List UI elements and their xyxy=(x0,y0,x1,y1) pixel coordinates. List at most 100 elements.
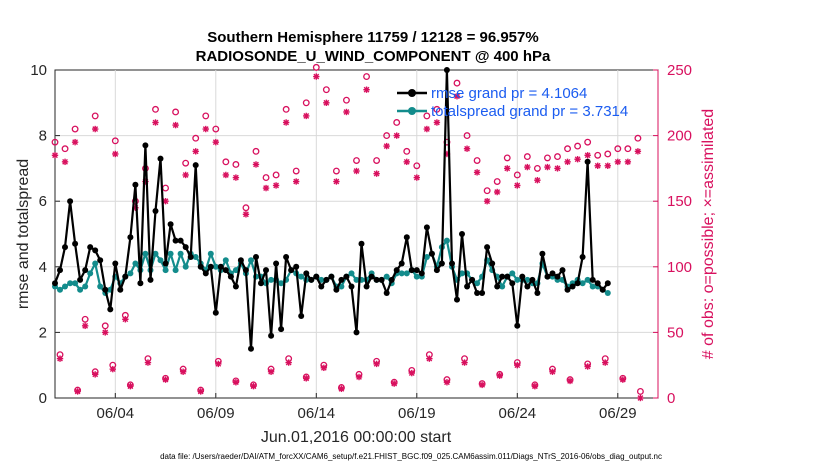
obs-assimilated-stroke xyxy=(584,363,591,370)
totalspread-point xyxy=(248,257,254,264)
y-tick-label: 6 xyxy=(39,193,47,210)
obs-assimilated-marker xyxy=(637,394,644,402)
rmse-point xyxy=(514,322,521,329)
obs-assimilated-marker xyxy=(353,167,360,175)
obs-assimilated-marker xyxy=(338,385,345,393)
rmse-point xyxy=(363,283,370,290)
rmse-point xyxy=(353,329,360,336)
obs-assimilated-marker xyxy=(584,363,591,370)
rmse-point xyxy=(293,263,300,270)
rmse-point xyxy=(97,257,104,264)
y2-tick-label: 150 xyxy=(667,193,692,210)
obs-assimilated-stroke xyxy=(82,322,89,329)
totalspread-point xyxy=(459,270,465,277)
rmse-point xyxy=(212,309,219,316)
obs-assimilated-marker xyxy=(426,355,433,362)
rmse-point xyxy=(599,286,606,293)
obs-assimilated-marker xyxy=(343,108,350,116)
rmse-point xyxy=(584,158,591,165)
rmse-point xyxy=(388,276,395,283)
obs-possible-marker xyxy=(493,178,501,185)
legend-label-rmse: rmse grand pr = 4.1064 xyxy=(431,85,587,102)
obs-assimilated-stroke xyxy=(182,172,189,178)
obs-assimilated-stroke xyxy=(109,366,116,373)
y2-tick-label: 100 xyxy=(667,259,692,276)
rmse-point xyxy=(197,263,204,270)
totalspread-point xyxy=(589,283,596,290)
obs-possible-marker xyxy=(624,145,632,153)
obs-assimilated-stroke xyxy=(554,165,561,172)
rmse-point xyxy=(202,270,209,277)
obs-assimilated-stroke xyxy=(496,372,503,379)
y-tick-label: 4 xyxy=(39,259,47,276)
obs-assimilated-marker xyxy=(544,163,551,171)
obs-assimilated-stroke xyxy=(564,158,571,165)
totalspread-point xyxy=(423,254,430,260)
obs-assimilated-stroke xyxy=(303,113,310,119)
rmse-point xyxy=(589,276,596,283)
obs-possible-marker xyxy=(614,145,622,153)
obs-assimilated-marker xyxy=(363,86,370,93)
footer-data-file: data file: /Users/raeder/DAI/ATM_forcXX/… xyxy=(160,452,662,461)
obs-assimilated-stroke xyxy=(102,329,109,336)
obs-assimilated-marker xyxy=(202,125,209,133)
obs-assimilated-marker xyxy=(71,138,79,146)
obs-assimilated-stroke xyxy=(426,355,433,362)
obs-assimilated-stroke xyxy=(323,99,330,106)
obs-assimilated-marker xyxy=(144,359,152,366)
rmse-point xyxy=(524,283,531,290)
rmse-point xyxy=(594,280,601,287)
obs-assimilated-stroke xyxy=(57,355,63,362)
series-lines xyxy=(52,67,611,352)
obs-assimilated-marker xyxy=(433,119,441,126)
obs-assimilated-marker xyxy=(373,360,380,368)
obs-assimilated-stroke xyxy=(320,364,327,371)
obs-possible-marker xyxy=(202,112,210,120)
rmse-point xyxy=(464,283,471,290)
obs-assimilated-stroke xyxy=(303,375,310,382)
obs-possible-marker xyxy=(373,157,381,164)
obs-assimilated-stroke xyxy=(514,362,521,369)
rmse-point xyxy=(343,273,350,280)
obs-assimilated-stroke xyxy=(233,379,239,386)
obs-possible-marker xyxy=(353,157,360,164)
rmse-point xyxy=(82,267,89,274)
rmse-point xyxy=(142,142,149,149)
obs-assimilated-stroke xyxy=(584,152,591,159)
totalspread-point xyxy=(383,273,390,280)
obs-assimilated-stroke xyxy=(619,376,626,383)
obs-assimilated-stroke xyxy=(333,178,340,185)
obs-assimilated-stroke xyxy=(464,145,470,152)
rmse-point xyxy=(288,267,295,274)
x-axis: 06/04 06/09 06/14 06/19 06/24 06/29 xyxy=(97,393,637,422)
obs-assimilated-marker xyxy=(303,112,310,120)
y2-axis-label: # of obs: o=possible; ×=assimilated xyxy=(700,109,717,359)
rmse-point xyxy=(418,270,425,277)
totalspread-point xyxy=(413,273,420,280)
obs-assimilated-marker xyxy=(293,178,300,185)
obs-possible-marker xyxy=(544,154,551,162)
obs-assimilated-marker xyxy=(252,161,260,168)
obs-possible-marker xyxy=(363,73,370,81)
obs-assimilated-marker xyxy=(61,158,69,166)
obs-assimilated-marker xyxy=(152,119,159,126)
rmse-point xyxy=(479,290,486,296)
totalspread-point xyxy=(127,270,134,277)
obs-possible-marker xyxy=(594,151,602,159)
totalspread-point xyxy=(97,283,104,290)
y-axis-label: rmse and totalspread xyxy=(15,159,32,309)
y2-tick-label: 0 xyxy=(667,390,675,407)
obs-assimilated-marker xyxy=(51,152,59,159)
obs-assimilated-marker xyxy=(614,158,621,166)
obs-assimilated-marker xyxy=(514,362,521,369)
totalspread-point xyxy=(207,250,214,257)
obs-possible-marker xyxy=(473,157,481,164)
obs-assimilated-stroke xyxy=(524,164,531,170)
obs-assimilated-stroke xyxy=(212,139,219,146)
obs-assimilated-stroke xyxy=(531,383,538,390)
obs-possible-marker xyxy=(262,174,270,182)
rmse-point xyxy=(569,283,576,290)
obs-possible-marker xyxy=(604,150,612,158)
obs-possible-marker xyxy=(636,387,644,395)
obs-assimilated-marker xyxy=(122,316,129,323)
